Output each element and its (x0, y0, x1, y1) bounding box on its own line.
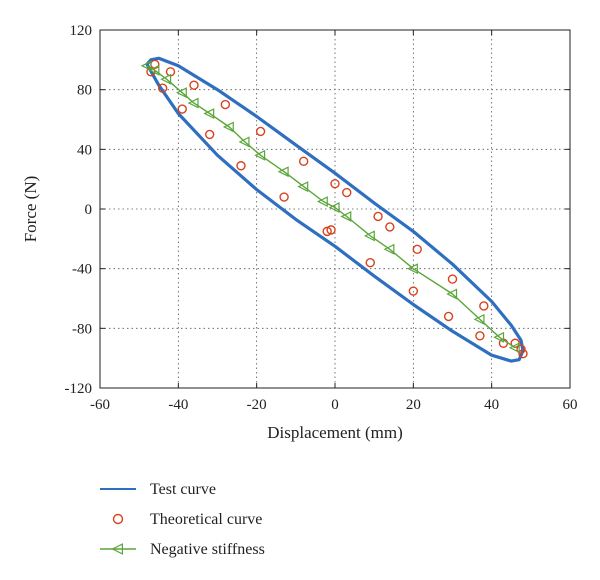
y-tick-label: 0 (85, 202, 93, 218)
theoretical-point (443, 311, 454, 322)
theoretical-point (408, 286, 419, 296)
theoretical-point (157, 83, 168, 93)
negative-stiffness-point (140, 60, 152, 72)
series-negative-stiffness (140, 60, 520, 354)
theoretical-point (365, 258, 375, 268)
negative-stiffness-point (222, 121, 234, 133)
theoretical-point (385, 222, 395, 232)
negative-stiffness-point (277, 166, 289, 178)
x-tick-label: 0 (331, 397, 339, 413)
theoretical-point (189, 80, 199, 90)
y-tick-label: -80 (72, 321, 92, 337)
theoretical-point (177, 104, 187, 114)
x-tick-label: 20 (406, 397, 421, 413)
negative-stiffness-point (493, 331, 505, 343)
theoretical-point (516, 344, 526, 354)
negative-stiffness-point (383, 243, 395, 255)
negative-stiffness-point (297, 181, 309, 193)
theoretical-point (220, 99, 231, 110)
negative-stiffness-point (363, 230, 375, 242)
negative-stiffness-point (406, 263, 418, 275)
theoretical-point (298, 156, 309, 166)
negative-stiffness-point (328, 202, 340, 213)
legend-swatch (112, 513, 124, 525)
theoretical-point (330, 178, 340, 189)
y-tick-label: 120 (70, 23, 93, 39)
legend-marker (111, 543, 124, 555)
x-tick-label: 40 (484, 397, 499, 413)
negative-stiffness-point (187, 97, 199, 109)
legend-label: Negative stiffness (150, 541, 265, 558)
legend-item: Test curve (100, 481, 216, 498)
x-tick-label: 60 (563, 397, 578, 413)
theoretical-point (204, 129, 215, 140)
legend-label: Test curve (150, 481, 216, 498)
x-axis-title: Displacement (mm) (267, 423, 403, 442)
theoretical-point (236, 161, 246, 171)
ticks: -60 -40 -20 0 20 40 60 120 80 40 0 -40 -80 -120 (65, 23, 578, 413)
theoretical-point (412, 244, 422, 254)
negative-stiffness-point (316, 196, 328, 208)
theoretical-point (447, 274, 458, 284)
y-tick-label: 80 (77, 83, 92, 99)
theoretical-point (279, 192, 289, 202)
legend-item: Negative stiffness (100, 541, 265, 558)
negative-stiffness-point (254, 149, 266, 161)
x-tick-label: -60 (90, 397, 110, 413)
theoretical-point (342, 187, 352, 198)
y-tick-label: 40 (77, 142, 92, 158)
legend-item: Theoretical curve (112, 511, 262, 528)
negative-stiffness-point (473, 313, 485, 325)
theoretical-point (518, 348, 528, 359)
negative-stiffness-point (175, 87, 187, 99)
y-axis-title: Force (N) (21, 176, 40, 243)
series-layer (140, 56, 528, 363)
theoretical-point (479, 301, 489, 311)
legend: Test curve Theoretical curve Negative stif… (100, 481, 265, 558)
negative-stiffness-point (203, 108, 215, 120)
y-tick-label: -40 (72, 262, 92, 278)
grid (100, 30, 570, 388)
negative-stiffness-point (340, 210, 352, 222)
negative-stiffness-point (148, 64, 160, 76)
x-tick-label: -40 (168, 397, 188, 413)
legend-label: Theoretical curve (150, 511, 262, 528)
negative-stiffness-point (508, 342, 520, 354)
theoretical-point (475, 331, 485, 341)
negative-stiffness-point (238, 136, 250, 148)
theoretical-point (373, 211, 383, 222)
theoretical-point (255, 126, 266, 137)
negative-stiffness-point (446, 288, 458, 300)
y-tick-label: -120 (65, 381, 93, 397)
negative-stiffness-point (160, 73, 172, 85)
x-tick-label: -20 (247, 397, 267, 413)
theoretical-point (326, 225, 336, 235)
